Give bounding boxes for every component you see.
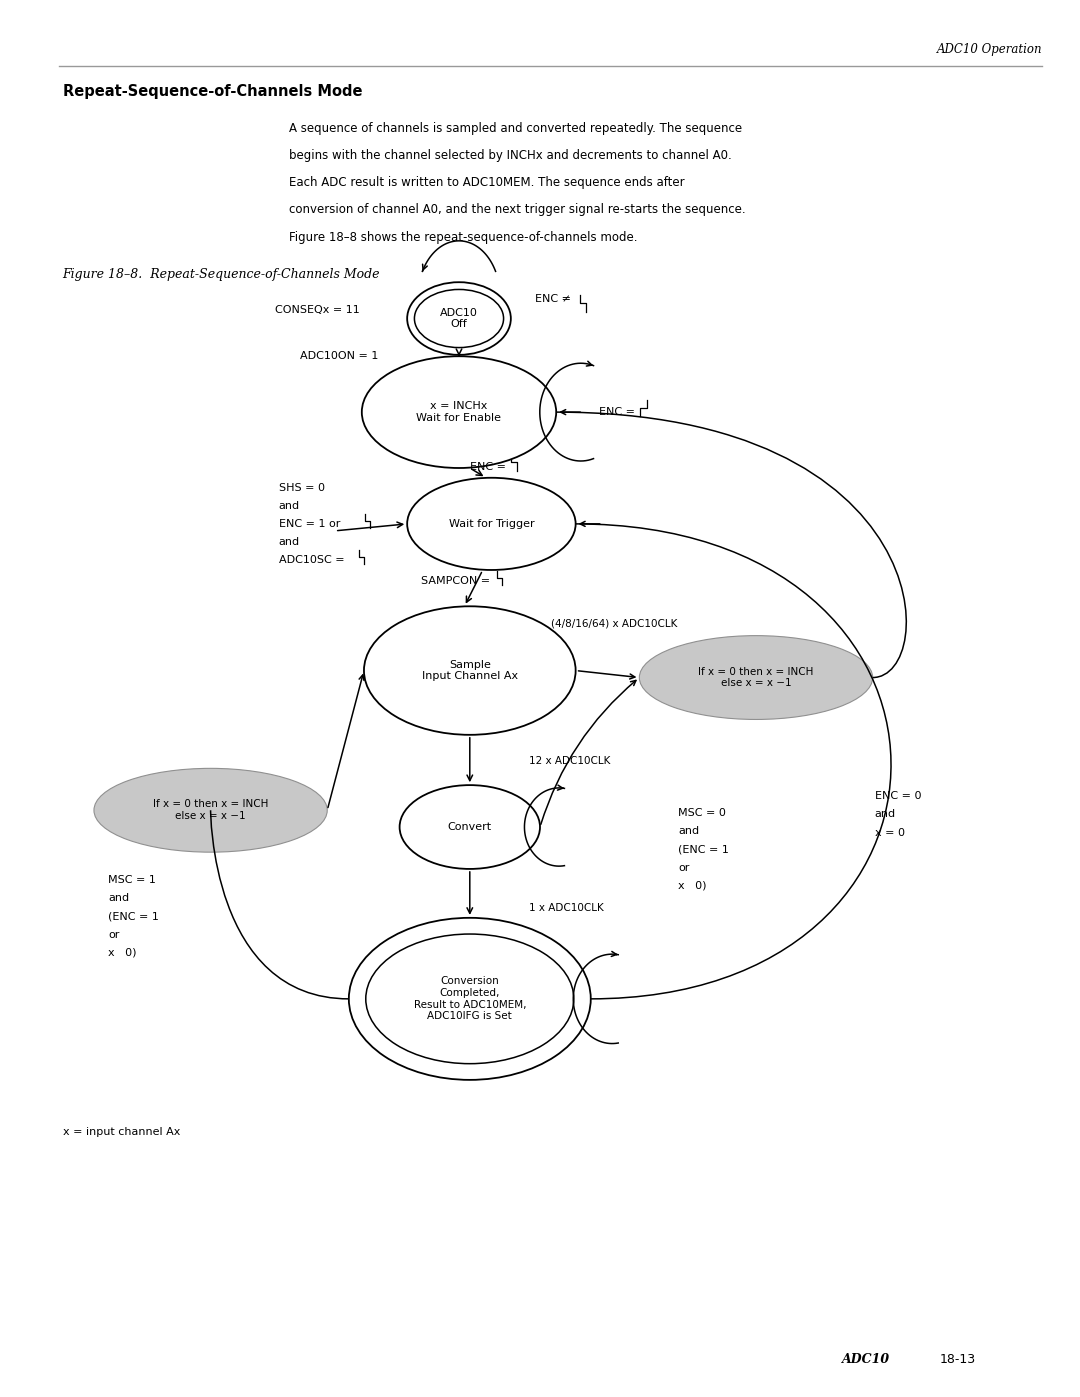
Text: 18-13: 18-13 [940, 1354, 975, 1366]
Text: (ENC = 1: (ENC = 1 [108, 911, 159, 922]
Text: Repeat-Sequence-of-Channels Mode: Repeat-Sequence-of-Channels Mode [63, 84, 362, 99]
Text: x   0): x 0) [678, 880, 706, 891]
Text: ADC10: ADC10 [842, 1354, 891, 1366]
Text: ADC10SC =: ADC10SC = [279, 555, 348, 566]
Text: ADC10ON = 1: ADC10ON = 1 [300, 351, 379, 362]
Text: or: or [678, 862, 690, 873]
Text: MSC = 1: MSC = 1 [108, 875, 156, 886]
Text: x = input channel Ax: x = input channel Ax [63, 1126, 180, 1137]
Text: SAMPCON =: SAMPCON = [421, 576, 494, 587]
Text: or: or [108, 929, 120, 940]
Ellipse shape [407, 282, 511, 355]
Text: If x = 0 then x = INCH
else x = x −1: If x = 0 then x = INCH else x = x −1 [699, 666, 813, 689]
Ellipse shape [415, 289, 503, 348]
Text: If x = 0 then x = INCH
else x = x −1: If x = 0 then x = INCH else x = x −1 [153, 799, 268, 821]
Text: 12 x ADC10CLK: 12 x ADC10CLK [529, 756, 610, 767]
Text: ENC ≠: ENC ≠ [535, 293, 575, 305]
Text: begins with the channel selected by INCHx and decrements to channel A0.: begins with the channel selected by INCH… [289, 148, 732, 162]
Text: ENC =: ENC = [470, 461, 510, 472]
Text: CONSEQx = 11: CONSEQx = 11 [275, 305, 360, 316]
Text: SHS = 0: SHS = 0 [279, 482, 325, 493]
Text: conversion of channel A0, and the next trigger signal re-starts the sequence.: conversion of channel A0, and the next t… [289, 203, 746, 217]
Text: Conversion
Completed,
Result to ADC10MEM,
ADC10IFG is Set: Conversion Completed, Result to ADC10MEM… [414, 977, 526, 1021]
Text: (ENC = 1: (ENC = 1 [678, 844, 729, 855]
Text: Sample
Input Channel Ax: Sample Input Channel Ax [421, 659, 518, 682]
Text: ENC = 0: ENC = 0 [875, 791, 921, 802]
Text: x = INCHx
Wait for Enable: x = INCHx Wait for Enable [417, 401, 501, 423]
Text: ADC10
Off: ADC10 Off [440, 307, 478, 330]
Text: ENC = 1 or: ENC = 1 or [279, 518, 343, 529]
Text: x = 0: x = 0 [875, 827, 905, 838]
Text: Each ADC result is written to ADC10MEM. The sequence ends after: Each ADC result is written to ADC10MEM. … [289, 176, 685, 189]
Text: 1 x ADC10CLK: 1 x ADC10CLK [529, 902, 604, 914]
Ellipse shape [407, 478, 576, 570]
Text: (4/8/16/64) x ADC10CLK: (4/8/16/64) x ADC10CLK [551, 617, 677, 629]
Text: MSC = 0: MSC = 0 [678, 807, 726, 819]
Text: ENC =: ENC = [599, 407, 639, 418]
Text: and: and [279, 536, 300, 548]
Text: Figure 18–8 shows the repeat-sequence-of-channels mode.: Figure 18–8 shows the repeat-sequence-of… [289, 231, 638, 243]
Ellipse shape [366, 935, 573, 1063]
Text: and: and [875, 809, 896, 820]
Text: x   0): x 0) [108, 947, 136, 958]
Ellipse shape [94, 768, 327, 852]
Ellipse shape [362, 356, 556, 468]
Text: ADC10 Operation: ADC10 Operation [936, 43, 1042, 56]
Text: Wait for Trigger: Wait for Trigger [448, 518, 535, 529]
Ellipse shape [364, 606, 576, 735]
Text: A sequence of channels is sampled and converted repeatedly. The sequence: A sequence of channels is sampled and co… [289, 122, 743, 134]
Ellipse shape [639, 636, 873, 719]
Text: and: and [108, 893, 130, 904]
Text: and: and [678, 826, 700, 837]
Ellipse shape [400, 785, 540, 869]
Text: and: and [279, 500, 300, 511]
Ellipse shape [349, 918, 591, 1080]
Text: Figure 18–8.  Repeat-Sequence-of-Channels Mode: Figure 18–8. Repeat-Sequence-of-Channels… [63, 268, 380, 281]
Text: Convert: Convert [448, 821, 491, 833]
